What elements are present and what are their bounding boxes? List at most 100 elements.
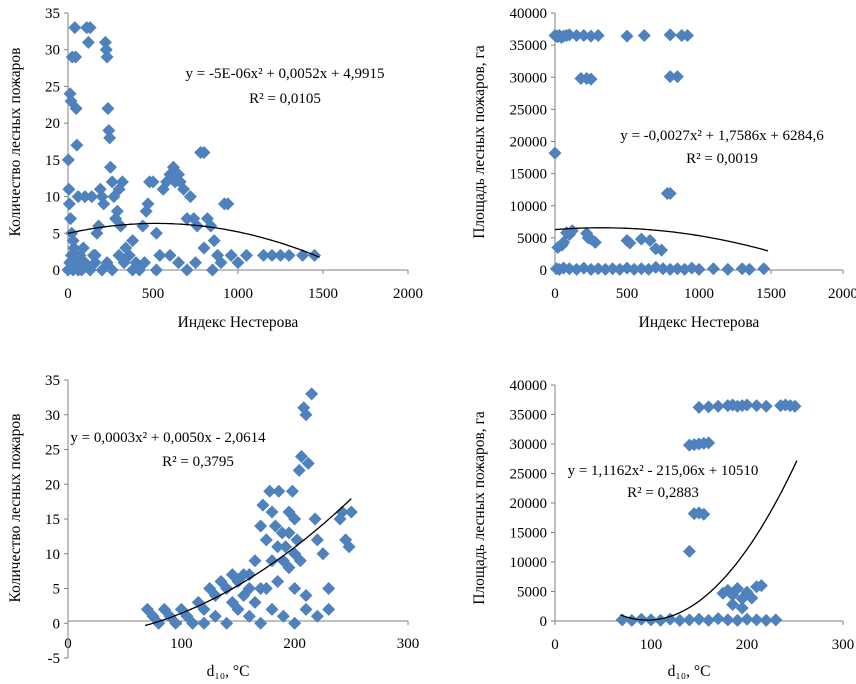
data-point <box>265 554 279 568</box>
data-point <box>272 484 286 498</box>
data-point <box>214 256 228 270</box>
data-point <box>149 263 163 277</box>
data-point <box>562 28 576 42</box>
data-point <box>759 613 773 627</box>
x-tick-label: 1500 <box>308 286 338 302</box>
y-tick-label: 15 <box>45 153 60 169</box>
data-point <box>62 197 76 211</box>
data-point <box>254 582 268 595</box>
data-point <box>103 131 117 145</box>
data-point <box>742 262 756 276</box>
data-point <box>70 138 84 152</box>
trend-equation: y = -5E-06x² + 0,0052x + 4,9915 <box>185 66 384 82</box>
x-tick-label: 1000 <box>223 286 253 302</box>
data-point <box>282 248 296 262</box>
data-point <box>259 533 273 547</box>
data-point <box>220 582 234 595</box>
data-point <box>656 262 670 276</box>
data-point <box>606 262 620 276</box>
data-point <box>83 21 97 35</box>
x-axis-title: d₁₀, °C <box>668 663 711 680</box>
y-tick-label: 0 <box>540 263 548 279</box>
data-point <box>81 35 95 49</box>
data-point <box>85 190 99 204</box>
data-point <box>197 241 211 255</box>
data-point <box>265 505 279 519</box>
data-point <box>292 463 306 477</box>
data-point <box>584 29 598 43</box>
data-point <box>71 263 85 277</box>
data-point <box>294 449 308 463</box>
x-tick-label: 0 <box>551 637 559 653</box>
data-point <box>256 498 270 512</box>
data-point <box>105 263 119 277</box>
data-point <box>288 512 302 526</box>
y-tick-label: 15000 <box>510 526 548 542</box>
data-point <box>623 236 637 250</box>
data-point <box>105 175 119 189</box>
y-tick-label: 30000 <box>510 70 548 86</box>
data-point <box>740 612 754 626</box>
data-point <box>242 609 256 623</box>
data-point <box>682 544 696 558</box>
x-tick-label: 0 <box>64 636 72 652</box>
data-point <box>204 219 218 233</box>
data-point <box>197 616 211 630</box>
y-tick-label: 5000 <box>517 231 547 247</box>
data-point <box>663 28 677 42</box>
data-point <box>268 519 282 533</box>
y-tick-label: 25 <box>45 79 60 95</box>
data-point <box>153 248 167 262</box>
data-point <box>788 399 802 413</box>
data-point <box>706 262 720 276</box>
data-point <box>183 190 197 204</box>
y-tick-label: 35000 <box>510 408 548 424</box>
data-point <box>288 582 302 595</box>
data-point <box>750 613 764 627</box>
y-tick-label: 0 <box>53 616 61 632</box>
data-point <box>186 616 200 630</box>
data-point <box>237 588 251 602</box>
data-point <box>207 234 221 248</box>
data-point <box>692 400 706 414</box>
y-tick-label: 35 <box>45 6 60 22</box>
y-tick-label: 15000 <box>510 167 548 183</box>
data-point <box>177 182 191 196</box>
data-point <box>697 507 711 521</box>
data-point <box>276 609 290 623</box>
data-point <box>288 616 302 630</box>
data-point <box>83 263 97 277</box>
data-point <box>557 235 571 249</box>
x-tick-label: 100 <box>640 637 663 653</box>
data-point <box>265 602 279 616</box>
data-point <box>301 456 315 470</box>
data-point <box>274 248 287 262</box>
x-tick-label: 500 <box>616 286 639 302</box>
data-point <box>316 547 330 561</box>
data-point <box>149 226 163 240</box>
y-tick-label: 10 <box>45 190 60 206</box>
trend-equation: y = 0,0003x² + 0,0050x - 2,0614 <box>70 430 266 446</box>
data-point <box>299 602 313 616</box>
data-point <box>757 262 771 276</box>
data-point <box>282 526 296 540</box>
trend-equation: y = 1,1162x² - 215,06x + 10510 <box>568 463 759 479</box>
r-squared: R² = 0,0019 <box>686 151 758 167</box>
data-point <box>692 262 706 276</box>
data-point <box>240 248 253 262</box>
y-axis-title: Площадь лесных пожаров, га <box>471 411 488 605</box>
y-tick-label: 5000 <box>517 585 547 601</box>
data-point <box>591 28 605 42</box>
data-point <box>721 613 735 627</box>
y-tick-label: 30000 <box>510 437 548 453</box>
x-tick-label: 0 <box>64 286 72 302</box>
data-point <box>169 616 183 630</box>
data-point <box>584 262 598 276</box>
chart-fires-area-vs-d10: 0 5000 10000 15000 20000 25000 30000 35000 40000… <box>471 378 854 680</box>
data-point <box>670 262 684 276</box>
data-point <box>565 224 579 238</box>
data-point <box>138 256 151 270</box>
data-point <box>634 232 648 246</box>
data-point <box>310 533 324 547</box>
data-point <box>308 512 322 526</box>
